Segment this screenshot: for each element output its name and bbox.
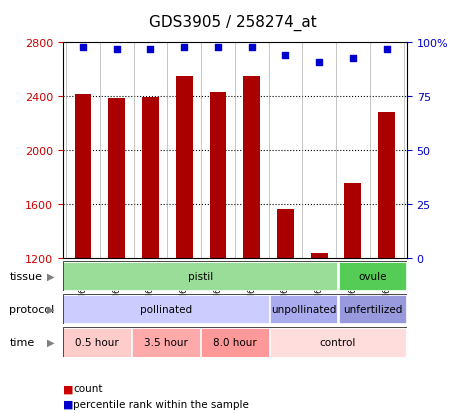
Point bbox=[80, 44, 87, 51]
Bar bbox=[339, 295, 406, 324]
Text: control: control bbox=[320, 337, 356, 347]
Point bbox=[383, 47, 390, 53]
Text: percentile rank within the sample: percentile rank within the sample bbox=[73, 399, 249, 409]
Text: pistil: pistil bbox=[188, 271, 213, 281]
Bar bbox=[277, 209, 294, 258]
Bar bbox=[339, 262, 406, 291]
Bar bbox=[63, 295, 269, 324]
Point bbox=[315, 59, 323, 66]
Bar bbox=[378, 113, 395, 258]
Bar bbox=[270, 328, 406, 357]
Text: unfertilized: unfertilized bbox=[343, 304, 402, 314]
Point bbox=[147, 47, 154, 53]
Text: ▶: ▶ bbox=[47, 271, 55, 281]
Point bbox=[113, 47, 120, 53]
Text: ▶: ▶ bbox=[47, 337, 55, 347]
Bar bbox=[243, 77, 260, 258]
Text: 3.5 hour: 3.5 hour bbox=[144, 337, 188, 347]
Text: GDS3905 / 258274_at: GDS3905 / 258274_at bbox=[149, 14, 316, 31]
Text: 0.5 hour: 0.5 hour bbox=[75, 337, 119, 347]
Bar bbox=[74, 95, 92, 258]
Bar bbox=[345, 184, 361, 258]
Bar bbox=[210, 93, 226, 258]
Text: 8.0 hour: 8.0 hour bbox=[213, 337, 257, 347]
Bar bbox=[142, 98, 159, 258]
Bar bbox=[176, 77, 193, 258]
Bar bbox=[63, 328, 131, 357]
Text: count: count bbox=[73, 383, 103, 393]
Text: tissue: tissue bbox=[9, 271, 42, 281]
Bar bbox=[270, 295, 338, 324]
Text: ▶: ▶ bbox=[47, 304, 55, 314]
Bar bbox=[132, 328, 200, 357]
Bar bbox=[201, 328, 269, 357]
Bar bbox=[311, 254, 328, 258]
Bar bbox=[63, 262, 338, 291]
Text: protocol: protocol bbox=[9, 304, 54, 314]
Text: unpollinated: unpollinated bbox=[271, 304, 336, 314]
Point bbox=[248, 44, 255, 51]
Text: time: time bbox=[9, 337, 34, 347]
Text: ■: ■ bbox=[63, 383, 73, 393]
Point bbox=[349, 55, 357, 62]
Text: ovule: ovule bbox=[358, 271, 387, 281]
Point bbox=[180, 44, 188, 51]
Text: ■: ■ bbox=[63, 399, 73, 409]
Bar bbox=[108, 98, 125, 258]
Point bbox=[282, 53, 289, 59]
Point bbox=[214, 44, 222, 51]
Text: pollinated: pollinated bbox=[140, 304, 192, 314]
